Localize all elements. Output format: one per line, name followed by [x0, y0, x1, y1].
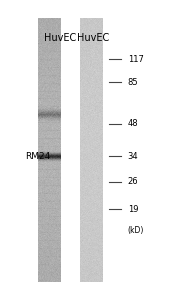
Text: 34: 34	[128, 152, 138, 160]
Text: 117: 117	[128, 55, 144, 64]
Text: 48: 48	[128, 119, 138, 128]
Text: 85: 85	[128, 78, 138, 87]
Text: (kD): (kD)	[128, 226, 144, 235]
Text: 19: 19	[128, 205, 138, 214]
Text: HuvEC: HuvEC	[44, 33, 77, 43]
Text: 26: 26	[128, 177, 138, 186]
Text: RM24: RM24	[25, 152, 50, 160]
Text: HuvEC: HuvEC	[77, 33, 110, 43]
